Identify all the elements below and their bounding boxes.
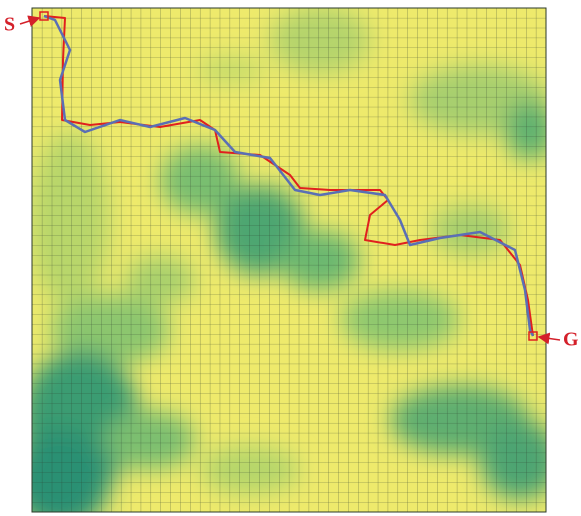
terrain (10, 5, 560, 516)
page: {"labels": {"start": "S", "goal": "G"}} (0, 0, 581, 516)
goal-label: G (563, 329, 579, 351)
start-label: S (4, 14, 15, 36)
map-figure: S G (0, 0, 581, 516)
